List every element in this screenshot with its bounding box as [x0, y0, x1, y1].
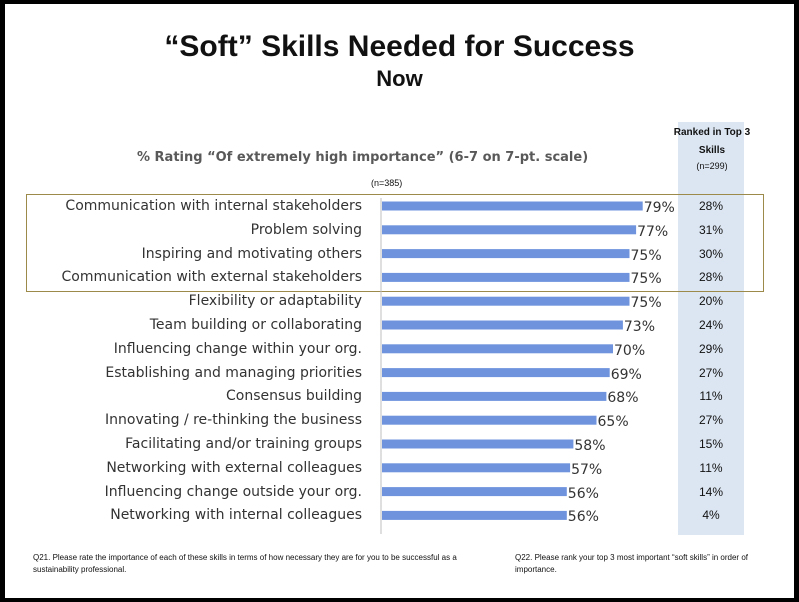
- rank-top3-value: 11%: [699, 460, 723, 475]
- bar: [382, 272, 630, 282]
- rank-top3-value: 24%: [698, 318, 724, 332]
- category-label: Influencing change within your org.: [113, 340, 362, 357]
- bar: [382, 368, 610, 378]
- rank-column-header: Ranked in Top 3 Skills: [673, 127, 751, 156]
- category-label: Facilitating and/or training groups: [125, 436, 362, 452]
- chart-subtitle: Now: [376, 66, 423, 91]
- data-label: 56%: [567, 509, 599, 526]
- rank-top3-value: 28%: [698, 270, 724, 285]
- data-label: 68%: [607, 390, 639, 407]
- category-label: Networking with external colleagues: [106, 459, 362, 476]
- rank-top3-value: 30%: [698, 246, 724, 261]
- data-label: 79%: [643, 200, 675, 216]
- slide: “Soft” Skills Needed for Success Now % R…: [5, 4, 794, 598]
- data-label: 73%: [623, 319, 656, 335]
- bar: [382, 344, 613, 354]
- chart-title: “Soft” Skills Needed for Success: [164, 30, 635, 63]
- rank-top3-value: 11%: [699, 389, 723, 404]
- bar: [382, 463, 571, 473]
- category-label: Establishing and managing priorities: [105, 364, 362, 381]
- rank-top3-value: 14%: [698, 484, 724, 499]
- chart-heading: % Rating “Of extremely high importance” …: [137, 150, 589, 165]
- category-label: Innovating / re-thinking the business: [105, 412, 362, 429]
- rank-top3-value: 20%: [698, 294, 724, 309]
- bar: [382, 320, 623, 330]
- rank-top3-value: 29%: [698, 341, 724, 356]
- bar: [382, 201, 643, 211]
- bar: [382, 510, 567, 520]
- footnote-q21: Q21. Please rate the importance of each …: [33, 553, 457, 574]
- data-label: 70%: [614, 342, 646, 359]
- rank-top3-value: 27%: [698, 413, 724, 428]
- data-label: 77%: [637, 223, 669, 240]
- rank-top3-value: 31%: [698, 222, 724, 237]
- category-label: Networking with internal colleagues: [110, 507, 362, 524]
- bar: [382, 439, 574, 449]
- category-label: Communication with external stakeholders: [61, 269, 362, 286]
- category-label: Team building or collaborating: [149, 317, 362, 333]
- sample-size-note: (n=385): [371, 178, 403, 188]
- category-label: Communication with internal stakeholders: [65, 198, 362, 214]
- data-label: 65%: [597, 414, 629, 431]
- bar: [382, 296, 630, 306]
- bar: [382, 249, 630, 259]
- data-label: 57%: [571, 461, 603, 478]
- bar: [382, 487, 567, 497]
- bar-chart: [380, 198, 643, 534]
- bar: [382, 415, 597, 425]
- data-label: 56%: [567, 485, 599, 502]
- top-skills-highlight-box: [26, 194, 764, 292]
- data-label: 75%: [630, 247, 662, 264]
- category-label: Flexibility or adaptability: [188, 293, 362, 310]
- data-label: 75%: [630, 271, 662, 288]
- rank-top3-value: 15%: [698, 437, 724, 451]
- rank-top3-value: 4%: [702, 508, 720, 523]
- data-label: 75%: [630, 295, 662, 312]
- rank-top3-value: 27%: [698, 365, 724, 380]
- category-label: Inspiring and motivating others: [141, 245, 362, 262]
- footnote-q22: Q22. Please rank your top 3 most importa…: [515, 553, 748, 574]
- data-label: 69%: [610, 366, 642, 383]
- category-label: Influencing change outside your org.: [104, 483, 362, 500]
- bar: [382, 225, 637, 235]
- data-label: 58%: [574, 438, 606, 454]
- rank-column-panel: [678, 122, 744, 535]
- category-label: Consensus building: [226, 388, 362, 405]
- bar: [382, 391, 607, 401]
- rank-top3-value: 28%: [698, 199, 724, 213]
- rank-sample-size: (n=299): [696, 161, 728, 171]
- category-label: Problem solving: [250, 221, 362, 238]
